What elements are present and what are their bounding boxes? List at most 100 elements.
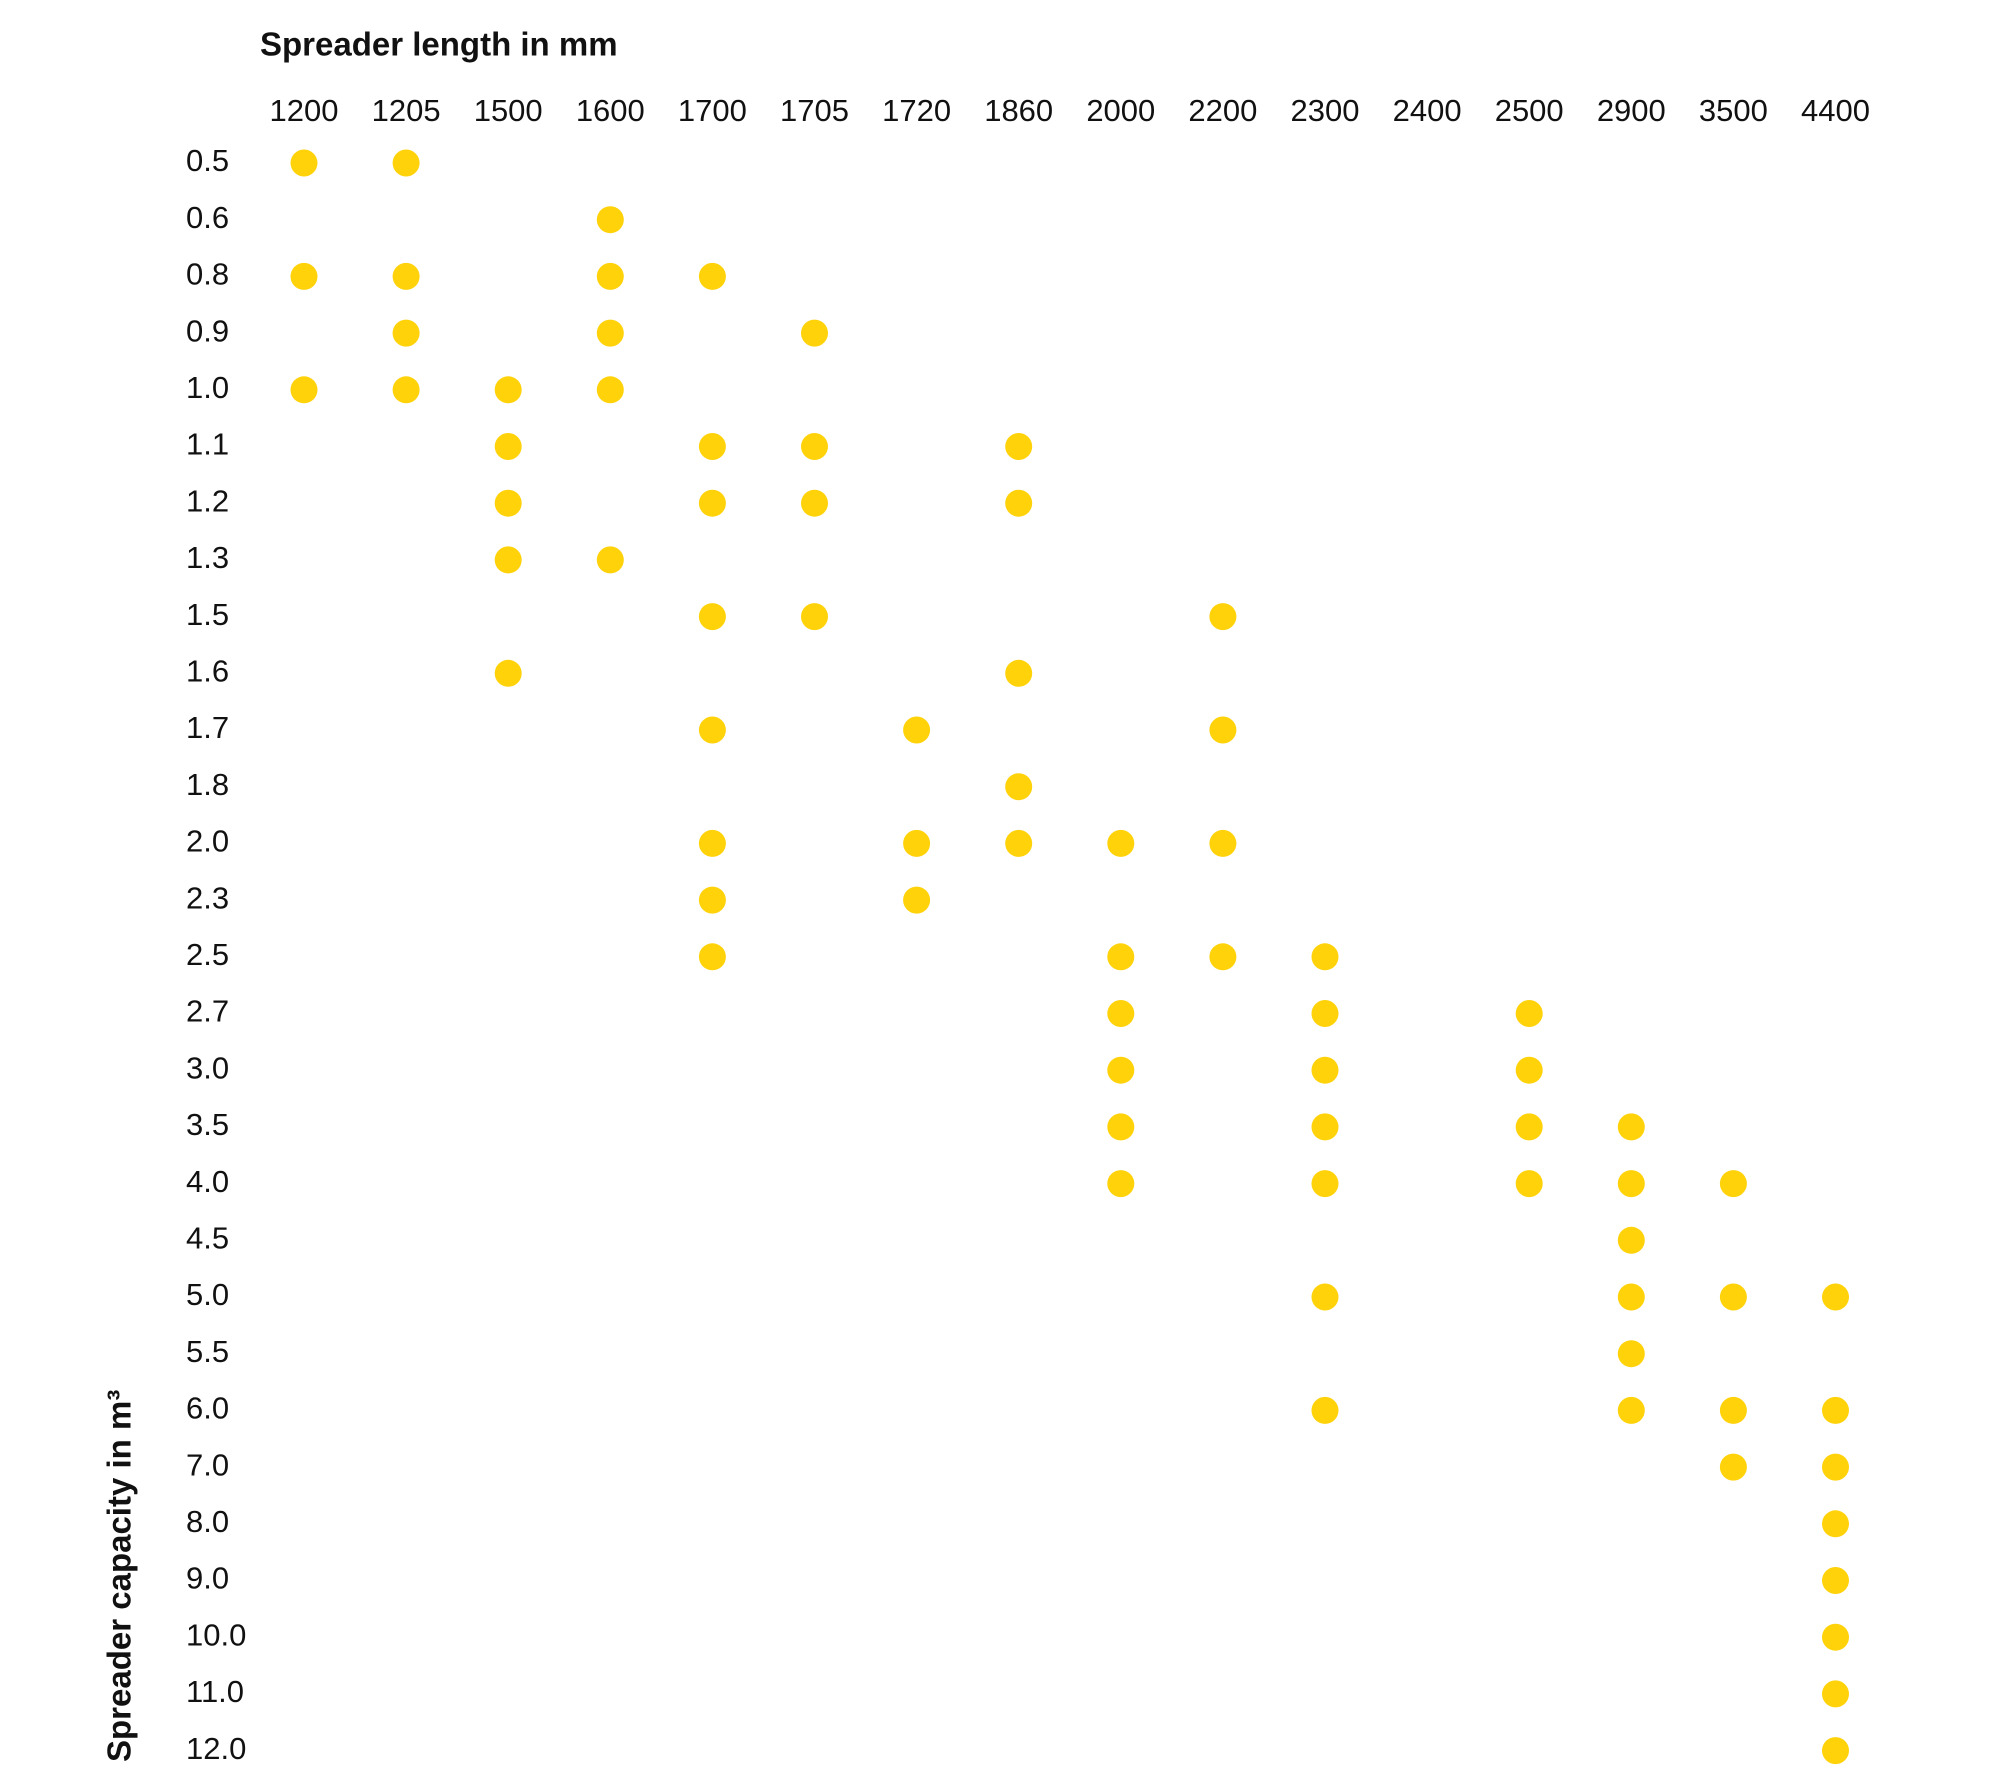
dot [290,376,318,404]
dot [1209,829,1237,857]
dot [1822,1453,1849,1481]
dot [596,262,624,290]
dot [1005,773,1033,801]
dot [698,489,726,517]
dot [1107,943,1135,971]
x-tick-label: 1720 [882,93,951,128]
y-tick-label: 0.8 [186,257,229,292]
dot [1005,659,1033,687]
y-tick-label: 5.5 [186,1334,229,1369]
dot [1311,1113,1339,1141]
dot [801,433,828,460]
dot [596,319,624,347]
dot [1107,829,1135,857]
y-tick-label: 1.7 [186,710,229,745]
dot [1515,1056,1543,1084]
y-tick-label: 0.5 [186,143,229,178]
dot [494,489,522,517]
dot [1822,1510,1849,1538]
dot [392,262,420,290]
dot [1311,1170,1339,1198]
dot [903,886,931,914]
dot [1209,716,1237,744]
x-tick-label: 2500 [1495,93,1564,128]
dot [1005,433,1033,460]
dot [1617,1396,1645,1424]
dot [1515,1000,1543,1027]
dot [392,319,420,347]
dot [1822,1680,1849,1708]
dot [290,149,318,177]
dot [596,206,624,234]
dot [698,829,726,857]
x-tick-label: 2000 [1086,93,1155,128]
dot [698,886,726,914]
dot [1311,1396,1339,1424]
x-tick-label: 2400 [1393,93,1462,128]
y-tick-label: 4.5 [186,1220,229,1255]
x-tick-label: 1500 [474,93,543,128]
dot [1311,1056,1339,1084]
dot [801,603,828,631]
dot [1107,1056,1135,1084]
x-tick-label: 3500 [1699,93,1768,128]
dot [494,433,522,460]
dot [1311,943,1339,971]
dot [903,829,931,857]
dot [1719,1396,1747,1424]
dot [698,716,726,744]
dot [494,376,522,404]
dot [1311,1000,1339,1027]
x-tick-label: 2300 [1291,93,1360,128]
dot [1515,1170,1543,1198]
dot [903,716,931,744]
y-tick-label: 1.5 [186,597,229,632]
dot [1719,1453,1747,1481]
dot [392,376,420,404]
y-tick-label: 11.0 [186,1674,244,1709]
x-tick-label: 2200 [1188,93,1257,128]
y-tick-label: 1.2 [186,483,229,518]
dot [1822,1567,1849,1594]
dot [392,149,420,177]
dot [596,546,624,574]
y-axis-title: Spreader capacity in m³ [101,1390,138,1762]
x-tick-label: 4400 [1801,93,1870,128]
y-tick-label: 8.0 [186,1504,229,1539]
y-tick-label: 1.8 [186,767,229,802]
y-tick-label: 1.3 [186,540,229,575]
dot [698,943,726,971]
dot [801,489,828,517]
dot [1617,1283,1645,1311]
dot [1822,1737,1849,1765]
x-tick-label: 1705 [780,93,849,128]
dot [1311,1283,1339,1311]
x-tick-label: 1860 [984,93,1053,128]
dot [494,546,522,574]
dot [1617,1340,1645,1368]
y-tick-label: 9.0 [186,1561,229,1596]
dot [1515,1113,1543,1141]
y-tick-label: 0.6 [186,200,229,235]
y-tick-label: 4.0 [186,1164,229,1199]
dot [1617,1113,1645,1141]
y-tick-label: 1.0 [186,370,229,405]
dot [1209,603,1237,631]
dot [596,376,624,404]
y-tick-label: 0.9 [186,313,229,348]
dot [290,262,318,290]
dot [1005,489,1033,517]
y-tick-label: 1.1 [186,427,229,462]
dot [1719,1283,1747,1311]
y-tick-label: 1.6 [186,653,229,688]
dot [1719,1170,1747,1198]
x-tick-label: 1205 [372,93,441,128]
y-tick-label: 6.0 [186,1391,229,1426]
x-axis-title: Spreader length in mm [260,26,618,63]
y-tick-label: 3.5 [186,1107,229,1142]
dot [1617,1226,1645,1254]
dot [1822,1396,1849,1424]
y-tick-label: 12.0 [186,1731,246,1766]
